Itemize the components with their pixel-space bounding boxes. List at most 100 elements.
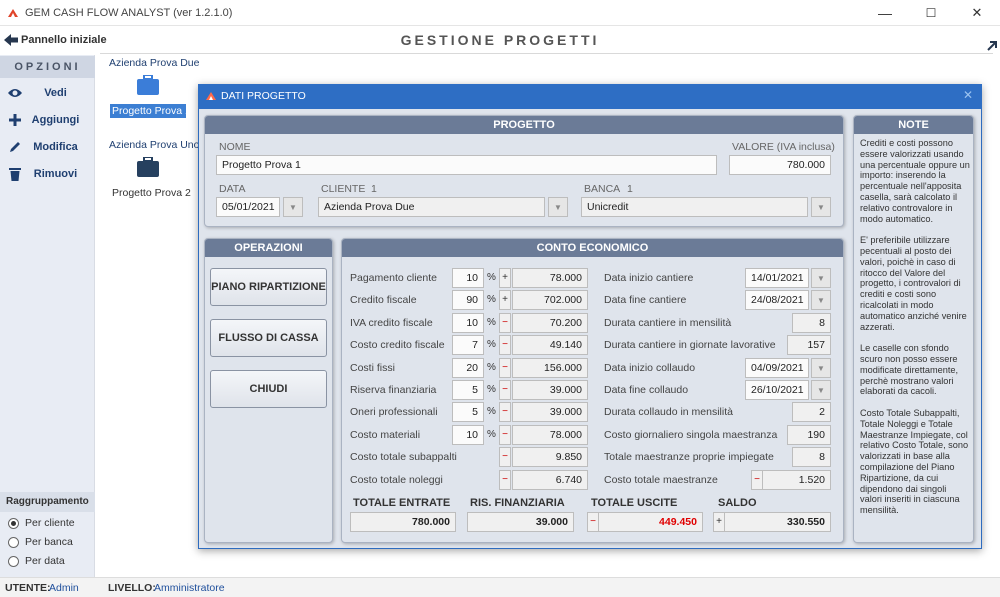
amount-field[interactable]: 702.000 — [512, 290, 588, 310]
amount-field[interactable]: 49.140 — [512, 335, 588, 355]
arrow-top-right-icon[interactable] — [986, 40, 998, 52]
bank-count: 1 — [627, 183, 633, 195]
back-button[interactable]: Pannello iniziale — [21, 34, 107, 46]
minus-sign: − — [499, 470, 511, 490]
sidebar-item-vedi[interactable]: Vedi — [0, 83, 95, 103]
percent-field[interactable]: 90 — [452, 290, 484, 310]
level-value: Amministratore — [154, 582, 225, 594]
project-label: Progetto Prova 1 — [110, 104, 191, 118]
percent-field[interactable]: 20 — [452, 358, 484, 378]
minus-sign: − — [751, 470, 763, 490]
minimize-button[interactable]: — — [878, 5, 892, 21]
radio-label: Per cliente — [25, 517, 75, 529]
date-field[interactable]: 14/01/2021 — [745, 268, 809, 288]
app-logo-icon — [8, 9, 18, 17]
radio-per-data[interactable]: Per data — [8, 553, 65, 569]
conto-row-label: Totale maestranze proprie impiegate — [604, 451, 774, 463]
radio-dot — [8, 555, 19, 567]
percent-field[interactable]: 7 — [452, 335, 484, 355]
user-value: Admin — [49, 582, 79, 594]
sidebar-item-aggiungi[interactable]: Aggiungi — [0, 110, 95, 130]
percent-field[interactable]: 10 — [452, 268, 484, 288]
percent-symbol: % — [487, 317, 496, 328]
dialog-close-button[interactable]: ✕ — [963, 88, 974, 102]
chevron-down-icon[interactable]: ▼ — [811, 197, 831, 217]
percent-field[interactable]: 5 — [452, 402, 484, 422]
chevron-down-icon[interactable]: ▼ — [811, 290, 831, 310]
percent-symbol: % — [487, 384, 496, 395]
back-arrow-icon[interactable] — [4, 33, 18, 47]
percent-symbol: % — [487, 272, 496, 283]
group-name: Azienda Prova Uno — [109, 139, 200, 151]
amount-field[interactable]: 9.850 — [512, 447, 588, 467]
chiudi-button[interactable]: CHIUDI — [210, 370, 327, 408]
radio-per-banca[interactable]: Per banca — [8, 534, 73, 550]
project-item[interactable]: Progetto Prova 2 — [110, 156, 191, 200]
date-field[interactable]: 24/08/2021 — [745, 290, 809, 310]
conto-row-label: Durata cantiere in giornate lavorative — [604, 339, 776, 351]
maximize-button[interactable]: ☐ — [925, 6, 937, 20]
project-name-field[interactable]: Progetto Prova 1 — [216, 155, 717, 175]
amount-field[interactable]: 6.740 — [512, 470, 588, 490]
amount-field[interactable]: 156.000 — [512, 358, 588, 378]
amount-field[interactable]: 39.000 — [512, 380, 588, 400]
chevron-down-icon[interactable]: ▼ — [811, 358, 831, 378]
plus-sign: + — [713, 512, 725, 532]
chevron-down-icon[interactable]: ▼ — [548, 197, 568, 217]
dialog-title: DATI PROGETTO — [221, 90, 306, 102]
user-label: UTENTE: — [5, 582, 51, 594]
radio-label: Per banca — [25, 536, 73, 548]
conto-row-label: Pagamento cliente — [350, 272, 437, 284]
percent-field[interactable]: 10 — [452, 313, 484, 333]
conto-row-label: Data inizio collaudo — [604, 362, 696, 374]
project-item[interactable]: Progetto Prova 1 — [110, 74, 191, 118]
chevron-down-icon[interactable]: ▼ — [283, 197, 303, 217]
computed-field: 1.520 — [762, 470, 831, 490]
percent-symbol: % — [487, 406, 496, 417]
conto-row-label: Costi fissi — [350, 362, 395, 374]
saldo-value: 330.550 — [724, 512, 831, 532]
plus-sign: + — [499, 290, 511, 310]
minus-sign: − — [499, 358, 511, 378]
eye-icon — [6, 84, 24, 102]
pencil-icon — [6, 138, 24, 156]
amount-field[interactable]: 78.000 — [512, 425, 588, 445]
percent-field[interactable]: 5 — [452, 380, 484, 400]
flusso-di-cassa-button[interactable]: FLUSSO DI CASSA — [210, 319, 327, 357]
chevron-down-icon[interactable]: ▼ — [811, 380, 831, 400]
date-field[interactable]: 26/10/2021 — [745, 380, 809, 400]
close-window-button[interactable]: ✕ — [971, 5, 983, 20]
panel-header: OPERAZIONI — [205, 239, 332, 257]
minus-sign: − — [499, 425, 511, 445]
bank-select[interactable]: Unicredit — [581, 197, 808, 217]
radio-per-cliente[interactable]: Per cliente — [8, 515, 75, 531]
amount-field[interactable]: 78.000 — [512, 268, 588, 288]
project-value-field[interactable]: 780.000 — [729, 155, 831, 175]
sidebar-item-rimuovi[interactable]: Rimuovi — [0, 164, 95, 184]
minus-sign: − — [499, 313, 511, 333]
radio-dot — [8, 536, 19, 548]
total-label: RIS. FINANZIARIA — [470, 497, 565, 509]
sidebar-item-modifica[interactable]: Modifica — [0, 137, 95, 157]
date-field[interactable]: 05/01/2021 — [216, 197, 280, 217]
client-select[interactable]: Azienda Prova Due — [318, 197, 545, 217]
bank-label: BANCA — [584, 183, 621, 195]
conto-row-label: Data fine collaudo — [604, 384, 689, 396]
piano-ripartizione-button[interactable]: PIANO RIPARTIZIONE — [210, 268, 327, 306]
radio-dot — [8, 517, 19, 529]
grouping-title: Raggruppamento — [0, 492, 95, 512]
app-logo-icon — [206, 92, 216, 100]
chevron-down-icon[interactable]: ▼ — [811, 268, 831, 288]
window-title: GEM CASH FLOW ANALYST (ver 1.2.1.0) — [25, 7, 233, 19]
divider — [100, 53, 993, 54]
panel-header: PROGETTO — [205, 116, 843, 134]
plus-icon — [6, 111, 24, 129]
title-bar — [0, 0, 1000, 26]
radio-label: Per data — [25, 555, 65, 567]
percent-field[interactable]: 10 — [452, 425, 484, 445]
date-field[interactable]: 04/09/2021 — [745, 358, 809, 378]
amount-field[interactable]: 39.000 — [512, 402, 588, 422]
sidebar-item-label: Modifica — [33, 141, 78, 153]
totale-entrate-value: 780.000 — [350, 512, 456, 532]
amount-field[interactable]: 70.200 — [512, 313, 588, 333]
